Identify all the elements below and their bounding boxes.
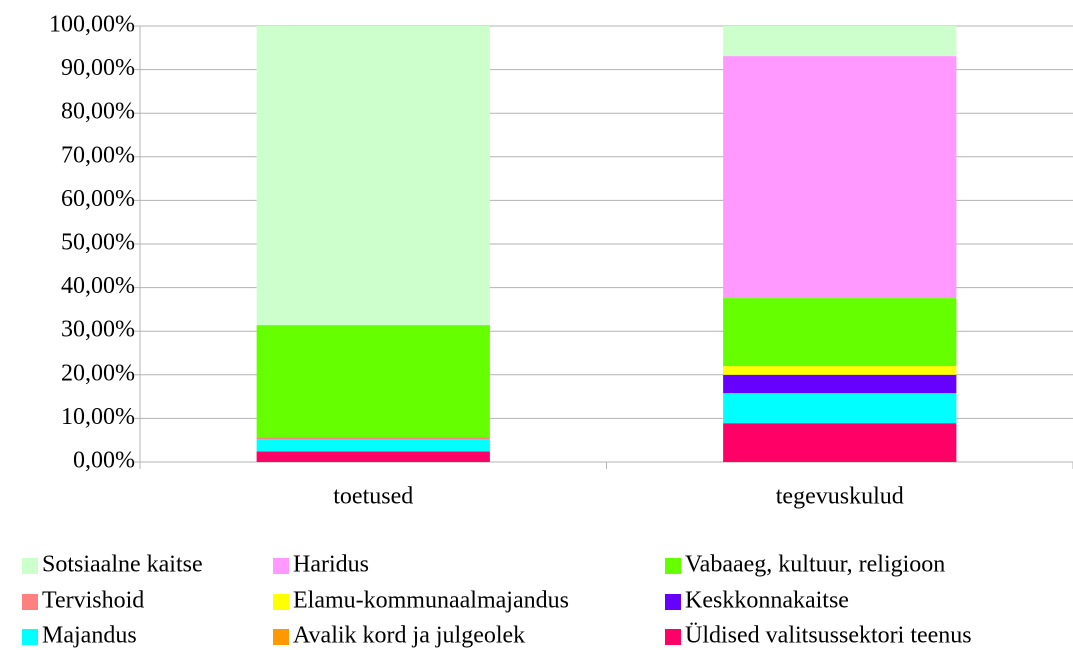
bar-segment <box>723 423 957 462</box>
legend-swatch <box>22 594 38 610</box>
y-tick-label: 100,00% <box>49 12 135 38</box>
legend-label: Vabaaeg, kultuur, religioon <box>685 552 945 578</box>
bar-segment <box>256 439 490 452</box>
legend-swatch <box>273 594 289 610</box>
bar-segment <box>723 298 957 367</box>
bar-segment <box>723 56 957 299</box>
y-tick-label: 10,00% <box>61 404 135 430</box>
legend-label: Haridus <box>293 552 369 578</box>
legend-label: Keskkonnakaitse <box>685 588 849 614</box>
legend-swatch <box>22 629 38 645</box>
bar-segment <box>256 451 490 462</box>
bar-segment <box>256 437 490 440</box>
y-tick-label: 40,00% <box>61 273 135 299</box>
legend-swatch <box>665 629 681 645</box>
bar-segment <box>256 26 490 326</box>
legend-label: Tervishoid <box>42 588 144 614</box>
bar-segment <box>723 366 957 375</box>
legend-label: Majandus <box>42 623 137 649</box>
x-tick-label: toetused <box>333 484 413 510</box>
bar-segment <box>723 26 957 57</box>
bar-segment <box>723 393 957 424</box>
legend-swatch <box>273 558 289 574</box>
legend-label: Üldised valitsussektori teenus <box>685 623 972 649</box>
y-tick-label: 70,00% <box>61 142 135 168</box>
legend-swatch <box>273 629 289 645</box>
legend-label: Sotsiaalne kaitse <box>42 552 203 578</box>
y-tick-label: 0,00% <box>73 448 135 474</box>
legend-swatch <box>665 558 681 574</box>
y-tick-label: 50,00% <box>61 230 135 256</box>
bar-segment <box>723 374 957 394</box>
legend-swatch <box>22 558 38 574</box>
y-tick-label: 90,00% <box>61 55 135 81</box>
x-tick-label: tegevuskulud <box>776 484 904 510</box>
y-tick-label: 30,00% <box>61 317 135 343</box>
y-tick-label: 60,00% <box>61 186 135 212</box>
legend-swatch <box>665 594 681 610</box>
y-tick-label: 20,00% <box>61 360 135 386</box>
bar-segment <box>256 325 490 438</box>
y-tick-label: 80,00% <box>61 99 135 125</box>
legend-label: Elamu-kommunaalmajandus <box>293 588 569 614</box>
legend-label: Avalik kord ja julgeolek <box>293 623 525 649</box>
